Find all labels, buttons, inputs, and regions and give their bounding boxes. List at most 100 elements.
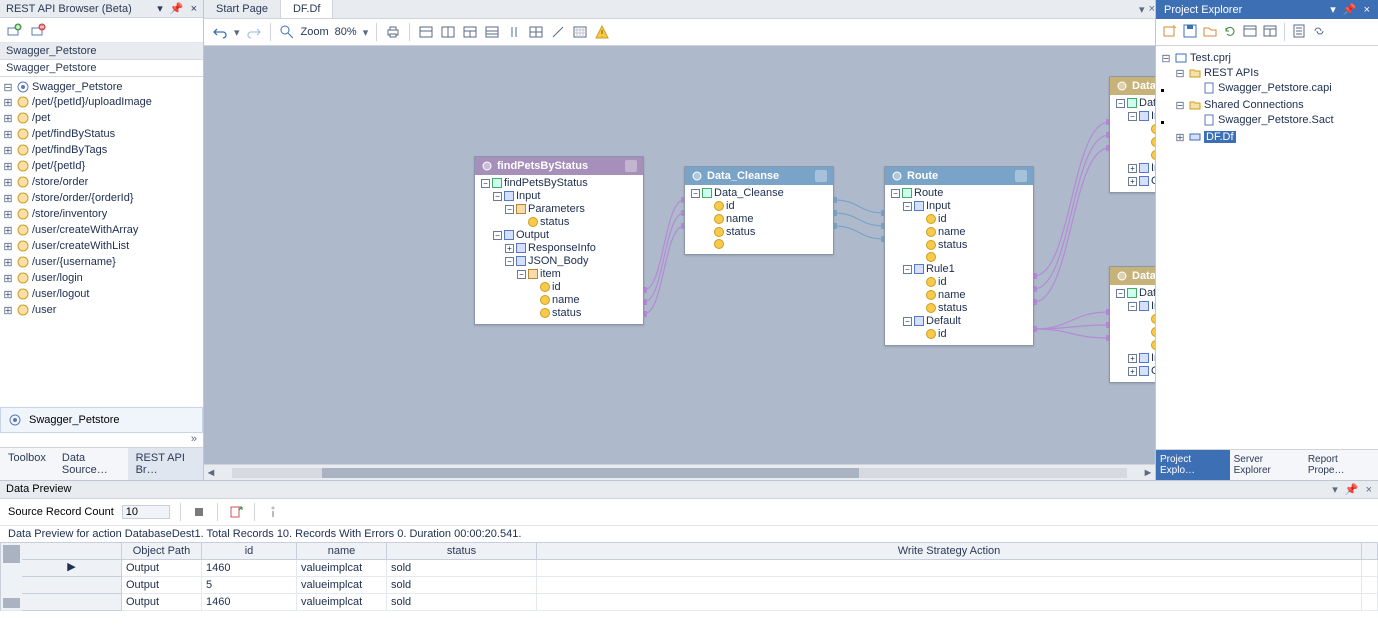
- folder-label[interactable]: REST APIs: [1204, 67, 1259, 79]
- zoom-icon[interactable]: [279, 24, 295, 40]
- node-field-label[interactable]: Input_Insert: [1151, 300, 1155, 312]
- node-collapse-icon[interactable]: [815, 170, 827, 182]
- node-field-label[interactable]: Output: [516, 229, 549, 241]
- layout-4-icon[interactable]: [484, 24, 500, 40]
- expand-icon[interactable]: ⊞: [2, 240, 14, 252]
- node-field-label[interactable]: id: [938, 276, 947, 288]
- collapse-icon[interactable]: −: [903, 202, 912, 211]
- diagram-node[interactable]: Route−Route−Inputidnamestatus−Rule1idnam…: [884, 166, 1034, 346]
- expand-icon[interactable]: +: [505, 244, 514, 253]
- tab-server-explorer[interactable]: Server Explorer: [1230, 450, 1304, 480]
- endpoint-label[interactable]: /pet/{petId}: [32, 160, 85, 172]
- grid-cell[interactable]: 5: [202, 577, 297, 594]
- collapse-icon[interactable]: ⊟: [1174, 67, 1186, 79]
- endpoint-label[interactable]: /pet: [32, 112, 50, 124]
- remove-connection-icon[interactable]: [30, 22, 46, 38]
- node-field-label[interactable]: Parameters: [528, 203, 585, 215]
- tab-rest-api[interactable]: REST API Br…: [128, 448, 203, 480]
- column-header[interactable]: id: [202, 543, 297, 560]
- collapse-icon[interactable]: ⊟: [1174, 99, 1186, 111]
- endpoint-label[interactable]: /user/logout: [32, 288, 89, 300]
- undo-dropdown-icon[interactable]: ▾: [234, 26, 240, 39]
- line-icon[interactable]: [550, 24, 566, 40]
- new-folder-icon[interactable]: [1202, 23, 1218, 39]
- print-icon[interactable]: [385, 24, 401, 40]
- link-icon[interactable]: [1311, 23, 1327, 39]
- scroll-left-icon[interactable]: ◄: [204, 466, 218, 480]
- node-field-label[interactable]: DatabaseDest_Sold: [1139, 287, 1155, 299]
- pin-icon[interactable]: 📌: [170, 3, 184, 15]
- dropdown-icon[interactable]: ▾: [1139, 3, 1145, 16]
- selected-item-box[interactable]: Swagger_Petstore: [0, 407, 203, 433]
- collapse-icon[interactable]: ⊟: [1160, 52, 1172, 64]
- row-selector[interactable]: ▶: [22, 560, 122, 577]
- expand-icon[interactable]: ⊞: [2, 304, 14, 316]
- expand-icon[interactable]: ⊞: [2, 176, 14, 188]
- dropdown-icon[interactable]: ▾: [157, 3, 163, 15]
- endpoint-label[interactable]: /user/login: [32, 272, 83, 284]
- redo-icon[interactable]: [246, 24, 262, 40]
- expand-icon[interactable]: ⊞: [2, 128, 14, 140]
- node-field-label[interactable]: DatabaseDest_Available: [1139, 97, 1155, 109]
- column-header[interactable]: Object Path: [122, 543, 202, 560]
- row-selector[interactable]: [22, 594, 122, 611]
- node-field-label[interactable]: findPetsByStatus: [504, 177, 588, 189]
- layout-1-icon[interactable]: [418, 24, 434, 40]
- expand-icon[interactable]: ⊞: [2, 288, 14, 300]
- collapse-icon[interactable]: ⊟: [2, 81, 14, 93]
- close-icon[interactable]: ×: [191, 3, 197, 15]
- dropdown-icon[interactable]: ▾: [1332, 484, 1338, 496]
- node-field-label[interactable]: item: [540, 268, 561, 280]
- layout-6-icon[interactable]: [528, 24, 544, 40]
- grid-cell[interactable]: valueimplcat: [297, 560, 387, 577]
- layout-3-icon[interactable]: [462, 24, 478, 40]
- project-tree[interactable]: ⊟ Test.cprj ⊟REST APIsSwagger_Petstore.c…: [1156, 46, 1378, 449]
- node-collapse-icon[interactable]: [1015, 170, 1027, 182]
- node-field-label[interactable]: status: [938, 239, 967, 251]
- endpoint-label[interactable]: /user/{username}: [32, 256, 116, 268]
- pin-icon[interactable]: 📌: [1345, 484, 1359, 496]
- horizontal-scrollbar[interactable]: ◄ ►: [204, 464, 1155, 480]
- endpoint-label[interactable]: /pet/findByStatus: [32, 128, 115, 140]
- expand-icon[interactable]: ⊞: [2, 256, 14, 268]
- expand-icon[interactable]: +: [1128, 367, 1137, 376]
- node-field-label[interactable]: id: [938, 328, 947, 340]
- grid-cell[interactable]: Output: [122, 594, 202, 611]
- node-header[interactable]: findPetsByStatus: [475, 157, 643, 175]
- endpoint-label[interactable]: /store/order: [32, 176, 88, 188]
- tree-root-label[interactable]: Swagger_Petstore: [32, 81, 123, 93]
- node-collapse-icon[interactable]: [625, 160, 637, 172]
- node-field-label[interactable]: id: [726, 200, 735, 212]
- node-field-label[interactable]: Input: [926, 200, 950, 212]
- collapse-icon[interactable]: −: [493, 231, 502, 240]
- grid-cell[interactable]: [537, 594, 1362, 611]
- column-header[interactable]: Write Strategy Action: [537, 543, 1362, 560]
- window-1-icon[interactable]: [1242, 23, 1258, 39]
- expand-icon[interactable]: +: [1128, 177, 1137, 186]
- grid-cell[interactable]: [537, 560, 1362, 577]
- node-field-label[interactable]: ResponseInfo: [528, 242, 596, 254]
- expand-icon[interactable]: ⊞: [2, 160, 14, 172]
- collapse-icon[interactable]: −: [1116, 99, 1125, 108]
- expand-icon[interactable]: ⊞: [2, 112, 14, 124]
- tree-root-label[interactable]: Test.cprj: [1190, 52, 1231, 64]
- layout-2-icon[interactable]: [440, 24, 456, 40]
- node-field-label[interactable]: Data_Cleanse: [714, 187, 784, 199]
- expand-icon[interactable]: ⊞: [2, 144, 14, 156]
- grid-cell[interactable]: [537, 577, 1362, 594]
- warning-icon[interactable]: [594, 24, 610, 40]
- node-field-label[interactable]: Input_Insert: [1151, 110, 1155, 122]
- tab-toolbox[interactable]: Toolbox: [0, 448, 54, 480]
- collapse-icon[interactable]: −: [493, 192, 502, 201]
- node-header[interactable]: Route: [885, 167, 1033, 185]
- pin-icon[interactable]: 📌: [1343, 4, 1357, 16]
- collapse-icon[interactable]: −: [517, 270, 526, 279]
- collapse-icon[interactable]: −: [1116, 289, 1125, 298]
- collapse-icon[interactable]: −: [903, 265, 912, 274]
- endpoint-label[interactable]: /store/order/{orderId}: [32, 192, 134, 204]
- expand-icon[interactable]: ⊞: [2, 272, 14, 284]
- node-header[interactable]: DatabaseDest_Sold: [1110, 267, 1155, 285]
- column-header[interactable]: name: [297, 543, 387, 560]
- properties-icon[interactable]: [1291, 23, 1307, 39]
- endpoint-label[interactable]: /pet/findByTags: [32, 144, 107, 156]
